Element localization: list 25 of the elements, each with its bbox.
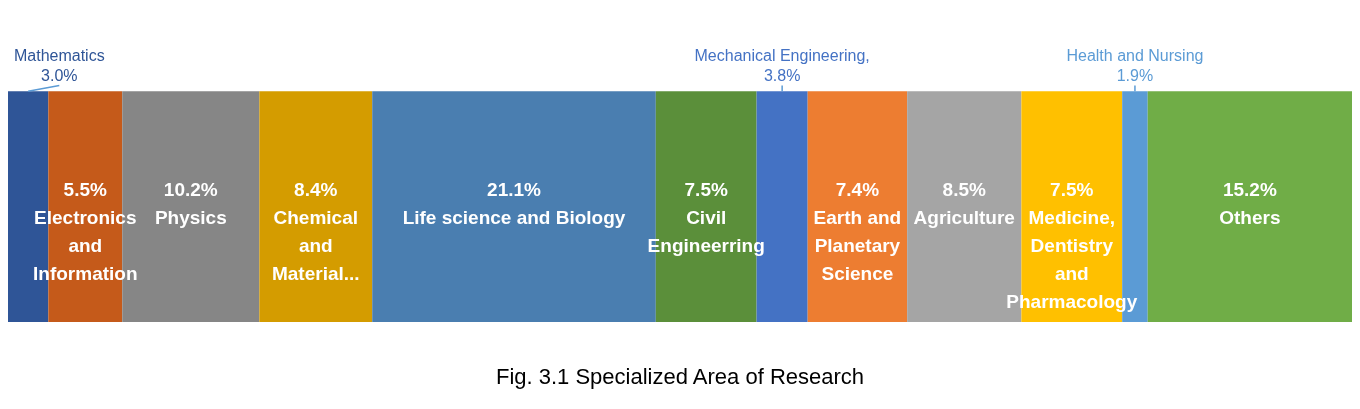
series-label: Physics	[154, 207, 227, 229]
data-label: 7.5%	[1050, 179, 1094, 201]
data-label: 21.1%	[487, 179, 542, 201]
data-label: 8.4%	[294, 179, 338, 201]
data-label: 3.8%	[763, 66, 801, 84]
series-label: Mathematics	[13, 46, 105, 64]
data-label: 7.5%	[684, 179, 728, 201]
data-label: 8.5%	[942, 179, 987, 201]
text: Mechanical Engineering,	[694, 46, 870, 64]
series-label: Chemical and Material...	[271, 207, 360, 285]
bar	[807, 91, 908, 322]
data-label: 3.0%	[41, 66, 78, 84]
series-label: Agriculture	[913, 207, 1015, 229]
data-label: 15.2%	[1222, 179, 1277, 201]
data-label: 7.4%	[835, 179, 880, 201]
series-label: Others	[1219, 207, 1281, 229]
text: Fig. 3.1 Specialized Area of Research	[495, 364, 865, 389]
data-label: 5.5%	[63, 179, 108, 201]
data-label: 1.9%	[1116, 66, 1154, 84]
series-label: Earth and Planetary Science	[813, 207, 902, 285]
bar	[259, 91, 373, 322]
data-label: 10.2%	[163, 179, 218, 201]
series-label: Life science and Biology	[402, 207, 626, 229]
text: Health and Nursing	[1066, 46, 1204, 64]
bar	[1147, 91, 1352, 322]
